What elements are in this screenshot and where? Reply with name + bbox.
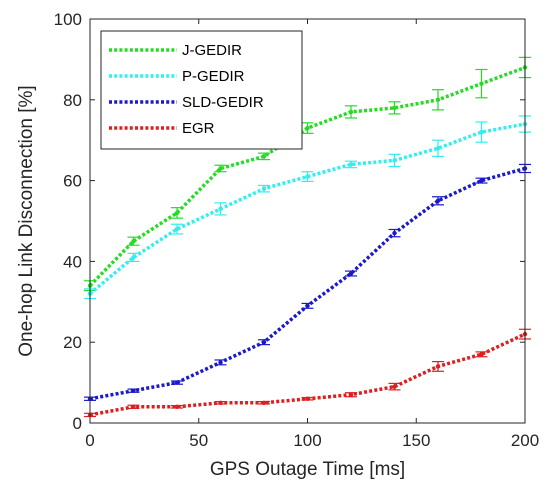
plot-marks <box>84 56 531 418</box>
data-point <box>435 97 441 103</box>
data-point <box>305 125 310 131</box>
data-point <box>305 396 310 401</box>
legend-entry: J-GEDIR <box>182 42 242 59</box>
legend-entry: EGR <box>182 120 215 137</box>
series-line <box>89 166 526 401</box>
data-point <box>392 230 397 236</box>
data-point <box>218 206 223 212</box>
x-tick-label: 100 <box>293 431 321 450</box>
data-point <box>305 174 310 179</box>
data-point <box>479 352 484 357</box>
x-tick-label: 50 <box>189 431 208 450</box>
series-sld-gedir <box>84 163 531 401</box>
data-point <box>174 226 180 232</box>
x-axis-label: GPS Outage Time [ms] <box>210 459 405 480</box>
data-point <box>435 198 441 203</box>
data-point <box>348 392 354 397</box>
data-point <box>392 105 397 111</box>
data-point <box>218 400 223 405</box>
data-point <box>218 360 223 365</box>
data-point <box>348 162 354 167</box>
data-point <box>174 380 180 385</box>
y-tick-label: 40 <box>63 252 82 271</box>
series-j-gedir <box>84 56 531 292</box>
data-point <box>218 166 223 171</box>
y-tick-label: 0 <box>73 414 82 433</box>
data-point <box>479 178 484 183</box>
x-tick-label: 150 <box>402 431 430 450</box>
data-point <box>392 158 397 163</box>
data-point <box>435 146 441 151</box>
data-point <box>174 210 180 216</box>
x-tick-label: 200 <box>511 431 539 450</box>
y-tick-label: 60 <box>63 172 82 191</box>
data-point <box>131 255 136 260</box>
legend: J-GEDIR P-GEDIR SLD-GEDIR EGR <box>100 30 303 150</box>
series-p-gedir <box>84 115 531 300</box>
data-point <box>479 129 484 135</box>
data-point <box>131 239 136 244</box>
data-point <box>131 404 136 410</box>
data-point <box>261 340 267 345</box>
x-tick-label: 0 <box>85 431 94 450</box>
y-tick-label: 80 <box>63 91 82 110</box>
data-point <box>131 388 136 393</box>
series-egr <box>84 328 531 418</box>
series-line <box>89 332 526 417</box>
data-point <box>261 154 267 159</box>
y-tick-label: 100 <box>54 10 82 29</box>
legend-entry: P-GEDIR <box>182 68 245 85</box>
y-axis-label: One-hop Link Disconnection [%] <box>16 85 37 356</box>
data-point <box>348 109 354 115</box>
y-tick-label: 20 <box>63 333 82 352</box>
data-point <box>174 404 180 410</box>
legend-box <box>100 30 303 150</box>
legend-entry: SLD-GEDIR <box>182 94 264 111</box>
data-point <box>261 186 267 191</box>
data-point <box>479 81 484 86</box>
data-point <box>261 400 267 405</box>
data-point <box>348 271 354 276</box>
axis-ticks: 0 50 100 150 200 0 20 40 60 80 100 <box>54 10 540 450</box>
data-point <box>435 364 441 369</box>
data-point <box>305 303 310 309</box>
data-point <box>392 384 397 389</box>
